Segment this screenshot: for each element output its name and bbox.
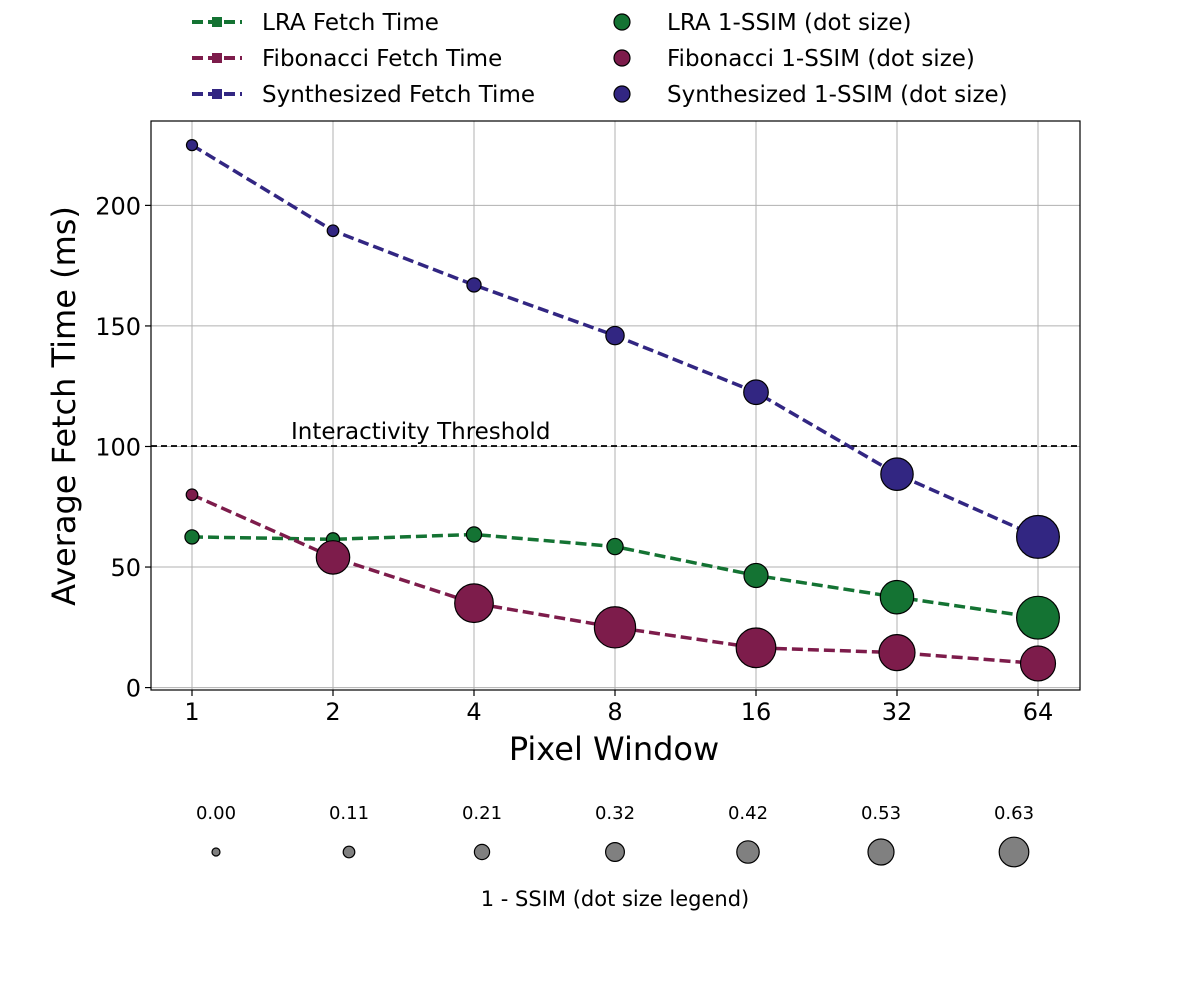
- ssim-dot: [466, 277, 482, 293]
- ssim-dot: [743, 562, 769, 589]
- size-legend-value: 0.00: [196, 803, 236, 824]
- ssim-dot: [1016, 595, 1060, 640]
- size-legend-value: 0.63: [994, 803, 1034, 824]
- size-legend-dot: [998, 836, 1030, 868]
- ssim-dot: [593, 606, 637, 649]
- size-legend-dot: [473, 843, 491, 861]
- legend-square-swatch: [212, 53, 222, 63]
- size-legend-value: 0.53: [861, 803, 901, 824]
- ssim-dot: [184, 529, 200, 545]
- ssim-dot: [880, 457, 914, 491]
- x-axis-title: Pixel Window: [509, 730, 719, 768]
- legend-series-label: LRA Fetch Time: [262, 10, 439, 36]
- y-tick-label: 50: [110, 554, 141, 582]
- ssim-dot: [605, 325, 625, 346]
- legend: LRA Fetch Time LRA 1-SSIM (dot size) Fibon…: [192, 10, 1008, 108]
- size-legend-title: 1 - SSIM (dot size legend): [481, 887, 749, 911]
- threshold: Interactivity Threshold: [151, 419, 1080, 447]
- legend-series-label: Synthesized Fetch Time: [262, 82, 535, 108]
- x-tick-label: 32: [882, 698, 913, 726]
- ssim-dot: [454, 583, 494, 624]
- x-tick-label: 1: [184, 698, 199, 726]
- legend-dot-swatch: [613, 49, 631, 67]
- size-legend-dot: [604, 841, 625, 862]
- size-legend-dot: [342, 845, 356, 859]
- legend-square-swatch: [212, 17, 222, 27]
- y-tick-label: 150: [95, 313, 141, 341]
- legend-square-swatch: [212, 89, 222, 99]
- x-ticks: 1 2 4 8 16 32 64: [184, 690, 1053, 726]
- ssim-dot: [1016, 514, 1060, 559]
- size-legend-value: 0.11: [329, 803, 369, 824]
- x-tick-label: 8: [607, 698, 622, 726]
- legend-dot-label: Fibonacci 1-SSIM (dot size): [667, 46, 975, 72]
- y-ticks: 0 50 100 150 200: [95, 192, 151, 703]
- ssim-dot: [185, 138, 199, 152]
- size-legend-value: 0.21: [462, 803, 502, 824]
- ssim-dot: [735, 627, 777, 669]
- ssim-dot: [878, 634, 916, 672]
- ssim-dot: [1019, 645, 1057, 682]
- y-tick-label: 200: [95, 192, 141, 220]
- ssim-dot: [465, 526, 483, 543]
- threshold-label: Interactivity Threshold: [291, 419, 550, 445]
- size-legend-dot: [867, 838, 895, 866]
- x-tick-label: 4: [466, 698, 481, 726]
- y-tick-label: 0: [126, 675, 141, 703]
- ssim-dot: [743, 379, 769, 406]
- x-tick-label: 2: [325, 698, 340, 726]
- x-tick-label: 16: [741, 698, 772, 726]
- legend-dot-swatch: [613, 13, 631, 31]
- ssim-dot: [315, 540, 351, 575]
- size-legend-value: 0.42: [728, 803, 768, 824]
- y-tick-label: 100: [95, 433, 141, 461]
- size-legend: 1 - SSIM (dot size legend) 0.00 0.11 0.21 0…: [196, 803, 1034, 911]
- ssim-dot: [879, 579, 915, 615]
- ssim-dot: [606, 537, 624, 556]
- size-legend-dot: [736, 840, 760, 864]
- legend-series-label: Fibonacci Fetch Time: [262, 46, 502, 72]
- legend-dot-label: LRA 1-SSIM (dot size): [667, 10, 912, 36]
- series: [184, 138, 1060, 682]
- legend-dot-swatch: [613, 85, 631, 103]
- ssim-dot: [326, 224, 340, 238]
- y-axis-title: Average Fetch Time (ms): [45, 206, 83, 606]
- legend-dot-label: Synthesized 1-SSIM (dot size): [667, 82, 1008, 108]
- x-tick-label: 64: [1023, 698, 1054, 726]
- ssim-dot: [185, 488, 199, 502]
- size-legend-value: 0.32: [595, 803, 635, 824]
- size-legend-dot: [211, 847, 221, 857]
